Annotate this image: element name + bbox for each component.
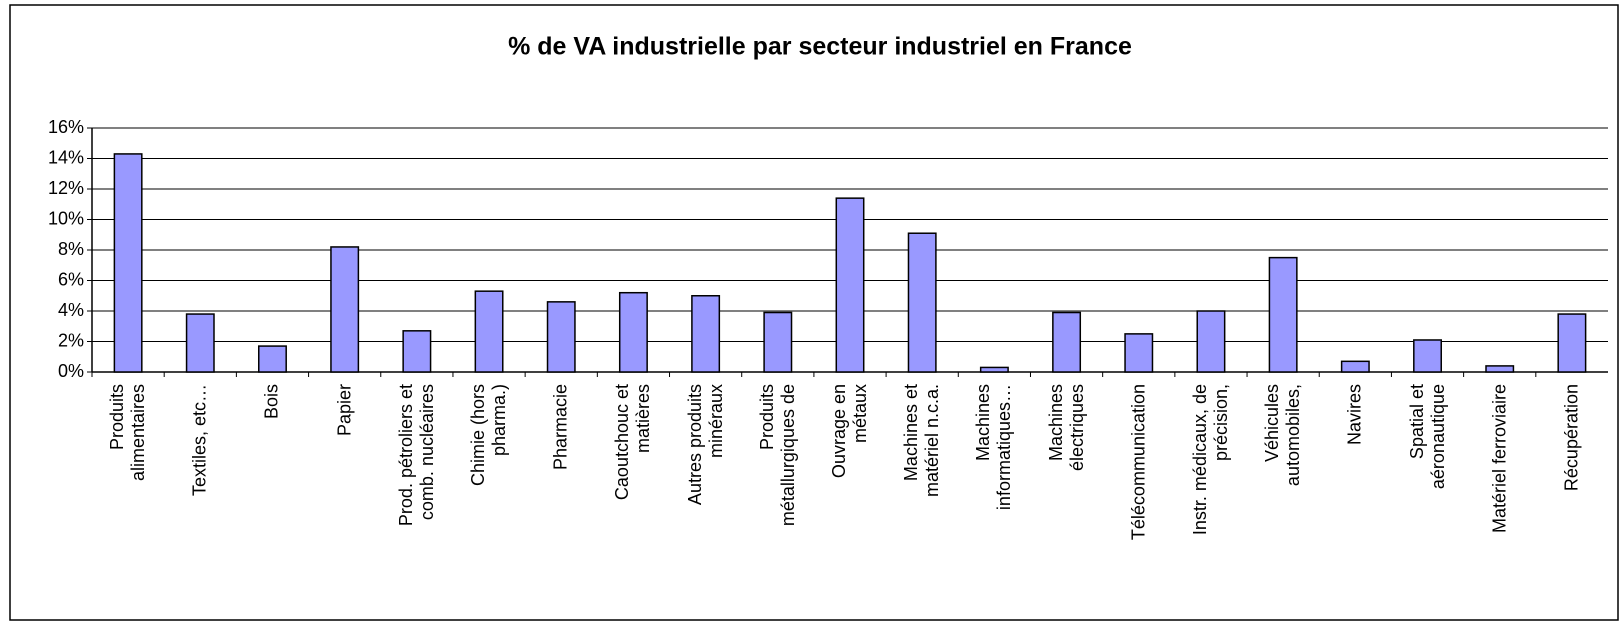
x-tick-label: Instr. médicaux, de précision, bbox=[1189, 384, 1231, 536]
x-tick-label: Spatial et aéronautique bbox=[1406, 384, 1448, 490]
bar bbox=[1196, 310, 1226, 373]
x-tick-label: Machines et matériel n.c.a. bbox=[901, 384, 943, 498]
chart-border bbox=[9, 4, 1619, 621]
chart-title: % de VA industrielle par secteur industr… bbox=[508, 33, 1132, 61]
bar bbox=[330, 246, 360, 373]
x-tick-label: Autres produits minéraux bbox=[684, 384, 726, 506]
bar bbox=[763, 311, 793, 373]
bar bbox=[1052, 311, 1082, 373]
bar bbox=[402, 330, 432, 373]
y-tick-label: 6% bbox=[58, 269, 84, 289]
bar bbox=[1124, 333, 1154, 373]
x-tick-label: Matériel ferroviaire bbox=[1489, 384, 1510, 534]
y-tick-label: 14% bbox=[48, 147, 84, 167]
x-tick-label: Récupération bbox=[1561, 384, 1582, 492]
bar bbox=[1340, 360, 1370, 373]
bar bbox=[979, 366, 1009, 373]
y-tick-label: 10% bbox=[48, 208, 84, 228]
x-tick-label: Navires bbox=[1344, 384, 1365, 446]
x-tick-label: Machines informatiques… bbox=[973, 384, 1015, 511]
x-tick-label: Véhicules automobiles, bbox=[1262, 384, 1304, 487]
x-tick-label: Télécommunication bbox=[1128, 384, 1149, 541]
y-tick-label: 4% bbox=[58, 300, 84, 320]
x-tick-label: Ouvrage en métaux bbox=[829, 384, 870, 479]
bar bbox=[691, 295, 721, 373]
y-tick-label: 16% bbox=[48, 117, 84, 137]
bar bbox=[258, 345, 287, 373]
y-tick-label: 12% bbox=[48, 178, 84, 198]
x-tick-label: Chimie (hors pharma.) bbox=[468, 384, 510, 487]
x-tick-label: Produits métallurgiques de bbox=[756, 384, 798, 527]
bar bbox=[1485, 365, 1515, 373]
x-tick-label: Produits alimentaires bbox=[107, 384, 149, 482]
y-tick-label: 8% bbox=[58, 239, 84, 259]
x-tick-label: Papier bbox=[334, 384, 355, 437]
bar bbox=[835, 197, 865, 373]
bar bbox=[546, 301, 576, 373]
bar bbox=[907, 232, 937, 373]
bar bbox=[185, 313, 215, 373]
x-tick-label: Textiles, etc… bbox=[189, 384, 210, 497]
x-tick-label: Pharmacie bbox=[550, 384, 571, 471]
bar bbox=[1268, 256, 1298, 373]
bar bbox=[474, 290, 504, 373]
bar bbox=[618, 291, 648, 373]
bar bbox=[1413, 339, 1442, 373]
x-tick-label: Caoutchouc et matières bbox=[612, 384, 654, 501]
bar bbox=[1557, 313, 1587, 373]
y-tick-label: 0% bbox=[58, 361, 84, 381]
x-tick-label: Bois bbox=[261, 384, 282, 420]
x-tick-label: Prod. pétroliers et comb. nucléaires bbox=[395, 384, 437, 527]
x-tick-label: Machines électriques bbox=[1045, 384, 1087, 472]
bar bbox=[113, 153, 143, 373]
y-tick-label: 2% bbox=[58, 330, 84, 350]
